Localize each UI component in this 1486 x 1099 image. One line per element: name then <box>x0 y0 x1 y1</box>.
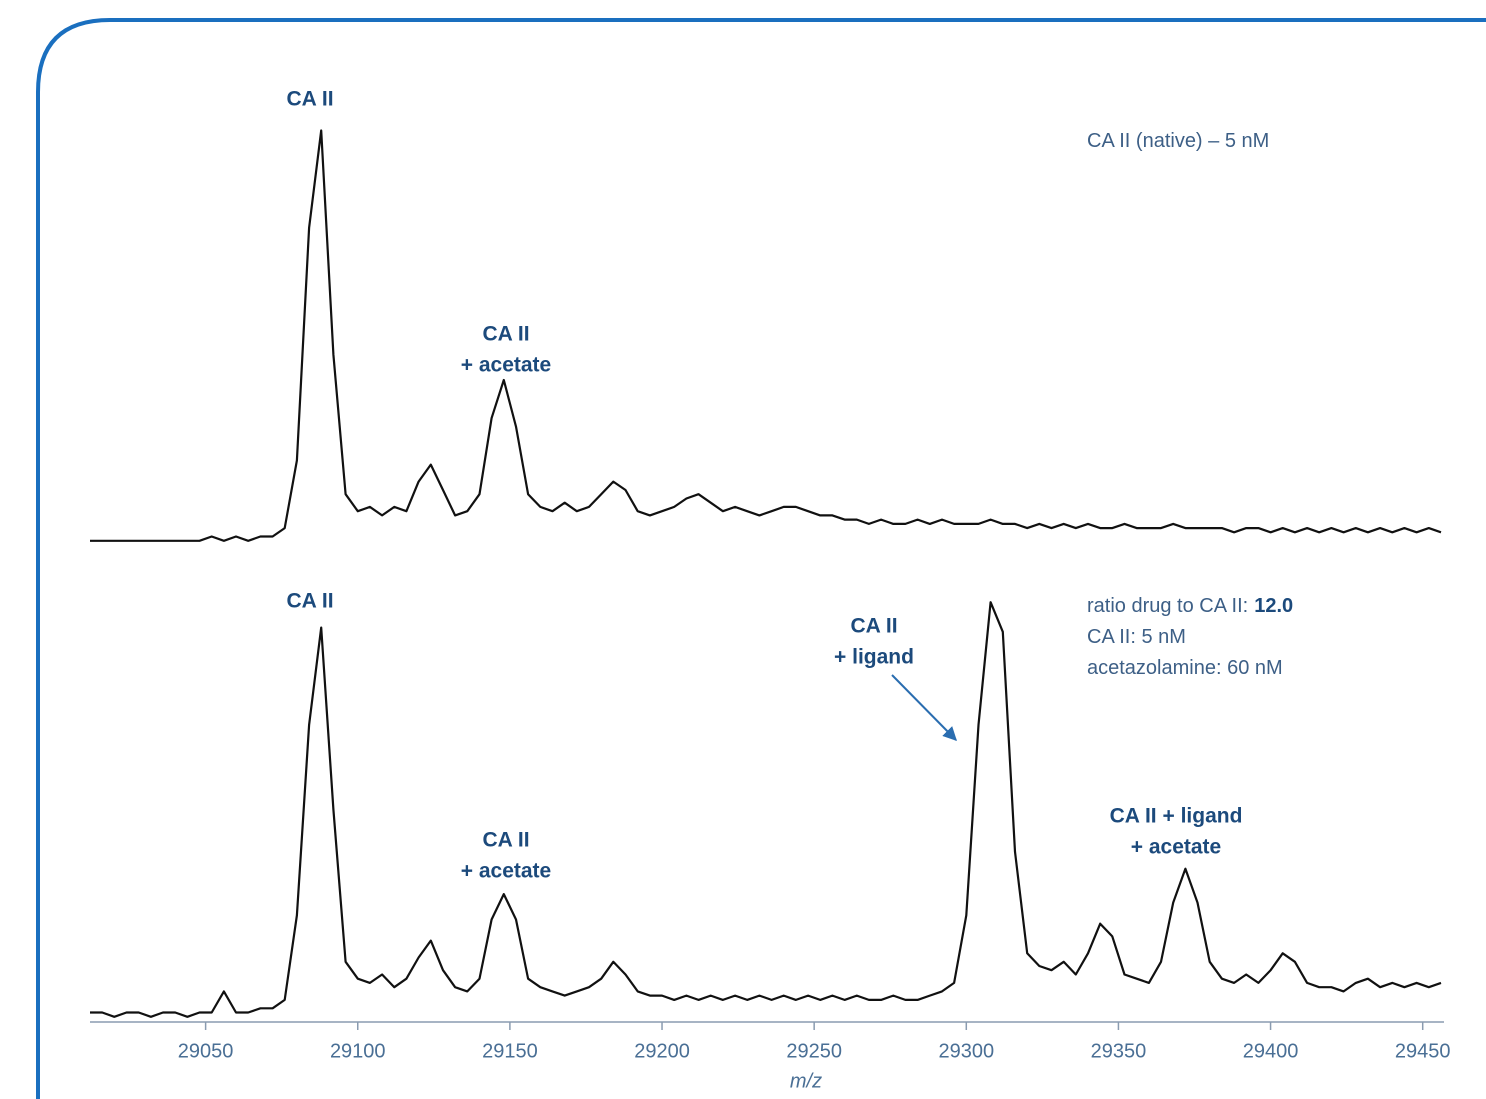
spectrum <box>90 601 1442 1018</box>
note-text: acetazolamine: 60 nM <box>1087 657 1283 679</box>
peak-label: CA II <box>286 590 333 613</box>
peak-label: + acetate <box>461 354 551 377</box>
x-tick-label: 29400 <box>1243 1040 1299 1062</box>
peak-label: + acetate <box>461 860 551 883</box>
peak-label: CA II <box>482 829 529 852</box>
x-tick-label: 29450 <box>1395 1040 1451 1062</box>
peak-label: + acetate <box>1131 836 1221 859</box>
x-tick-label: 29350 <box>1091 1040 1147 1062</box>
x-tick-label: 29100 <box>330 1040 386 1062</box>
peak-label: + ligand <box>834 646 914 669</box>
frame <box>36 18 1486 1099</box>
note: CA II (native) – 5 nM <box>1087 130 1269 152</box>
x-tick-label: 29300 <box>938 1040 994 1062</box>
x-tick-label: 29250 <box>786 1040 842 1062</box>
note-text: CA II: 5 nM <box>1087 626 1186 648</box>
note-text: ratio drug to CA II: <box>1087 595 1248 617</box>
note: ratio drug to CA II: 12.0 <box>1087 595 1293 617</box>
note: CA II: 5 nM <box>1087 626 1186 648</box>
arrow <box>891 674 957 741</box>
x-tick-label: 29050 <box>178 1040 234 1062</box>
peak-label: CA II <box>850 615 897 638</box>
spectrum <box>90 129 1442 542</box>
peak-label: CA II <box>482 323 529 346</box>
x-axis-label: m/z <box>790 1070 822 1092</box>
note: acetazolamine: 60 nM <box>1087 657 1283 679</box>
x-tick-label: 29200 <box>634 1040 690 1062</box>
note-text: CA II (native) – 5 nM <box>1087 130 1269 152</box>
peak-label: CA II <box>286 88 333 111</box>
note-value: 12.0 <box>1254 595 1293 617</box>
x-tick-label: 29150 <box>482 1040 538 1062</box>
peak-label: CA II + ligand <box>1110 805 1243 828</box>
